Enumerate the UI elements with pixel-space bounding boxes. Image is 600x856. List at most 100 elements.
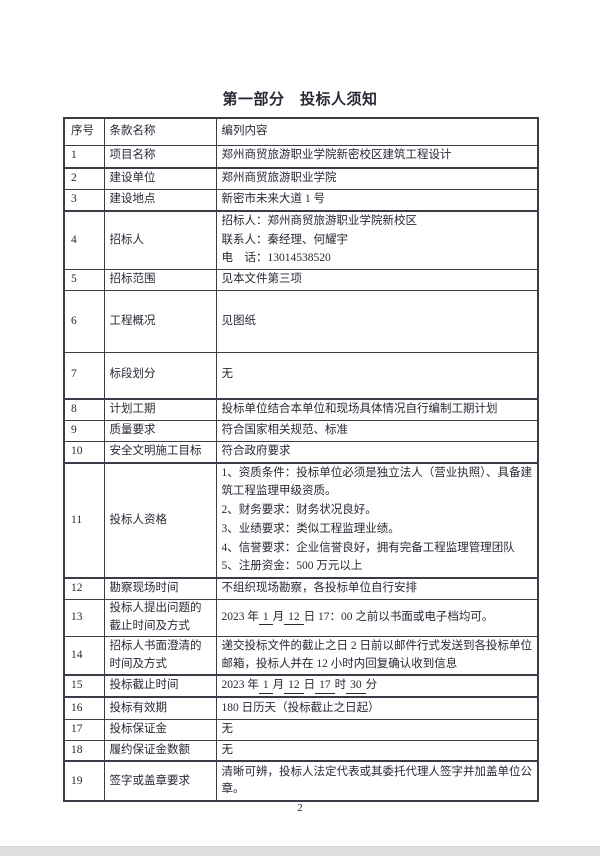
content-cell: 180 日历天（投标截止之日起） [215,696,539,720]
header-clause-name: 条款名称 [103,117,217,146]
content-line: 招标人：郑州商贸旅游职业学院新校区 [221,214,418,227]
row-number-cell: 17 [63,718,105,741]
table-row: 14 招标人书面澄清的时间及方式 递交投标文件的截止之日 2 日前以邮件行式发送到各… [63,635,539,677]
underlined-value: 1 [258,679,273,694]
row-number-cell: 14 [63,635,105,677]
content-line: 电 话：13014538520 [221,252,331,265]
content-line: 5、注册资金：500 万元以上 [221,560,363,573]
table-header: 序号 条款名称 编列内容 [63,117,539,146]
content-cell: 清晰可辨，投标人法定代表或其委托代理人签字并加盖单位公章。 [215,760,539,802]
content-cell: 无 [215,718,539,741]
content-line: 180 日历天（投标截止之日起） [221,701,380,714]
content-line: 联系人：秦经理、何耀宇 [221,233,349,246]
clause-name-cell: 投标有效期 [103,696,217,720]
clause-name-cell: 项目名称 [103,145,217,169]
table-header-row: 序号 条款名称 编列内容 [63,117,539,146]
table-row: 15 投标截止时间 2023 年 1 月 12 日 17 时 30 分 [63,674,539,699]
content-line: 2023 年 1 月 12 日 17：00 之前以书面或电子档均可。 [222,609,533,627]
row-number-cell: 15 [63,674,105,699]
content-line: 见本文件第三项 [221,273,303,286]
underlined-value: 17 [315,679,335,694]
table-row: 8 计划工期 投标单位结合本单位和现场具体情况自行编制工期计划 [63,398,539,422]
bidding-info-table: 序号 条款名称 编列内容 1 项目名称 郑州商贸旅游职业学院新密校区建筑工程设计 2 建… [63,117,539,803]
row-number-cell: 1 [63,145,105,169]
content-cell: 符合政府要求 [215,440,539,465]
content-line: 2023 年 1 月 12 日 17 时 30 分 [222,677,533,695]
table-row: 13 投标人提出问题的截止时间及方式 2023 年 1 月 12 日 17：00 之前以书面… [63,599,539,637]
content-cell: 新密市未来大道 1 号 [215,188,539,212]
table-row: 9 质量要求 符合国家相关规范、标准 [63,420,539,442]
underlined-value: 30 [346,679,366,694]
content-line: 1、资质条件：投标单位必须是独立法人（营业执照）、具备建筑工程监理甲级资质。 [221,467,533,498]
content-cell: 无 [215,352,539,400]
table-row: 10 安全文明施工目标 符合政府要求 [63,440,539,465]
content-cell: 郑州商贸旅游职业学院 [215,167,539,190]
clause-name-cell: 安全文明施工目标 [103,440,217,465]
content-cell: 不组织现场勘察，各投标单位自行安排 [215,577,539,601]
content-line: 符合政府要求 [221,445,291,458]
content-cell: 投标单位结合本单位和现场具体情况自行编制工期计划 [215,398,539,422]
row-number-cell: 8 [63,398,105,422]
clause-name-cell: 计划工期 [103,398,217,422]
table-row: 2 建设单位 郑州商贸旅游职业学院 [63,167,539,190]
row-number-cell: 13 [63,599,105,637]
content-line: 3、业绩要求：类似工程监理业绩。 [221,522,400,535]
content-line: 见图纸 [221,314,257,327]
content-cell: 招标人：郑州商贸旅游职业学院新校区 联系人：秦经理、何耀宇电 话：13014538… [215,210,539,271]
table-row: 6 工程概况 见图纸 [63,290,539,354]
clause-name-cell: 招标人书面澄清的时间及方式 [103,635,217,677]
table-row: 1 项目名称 郑州商贸旅游职业学院新密校区建筑工程设计 [63,145,539,169]
table-body: 1 项目名称 郑州商贸旅游职业学院新密校区建筑工程设计 2 建设单位 郑州商贸旅游职业学院… [63,145,539,802]
header-content: 编列内容 [215,117,539,146]
header-seq: 序号 [63,117,105,146]
document-page: 第一部分 投标人须知 序号 条款名称 编列内容 1 项目名称 郑州商贸旅游职业学院新… [0,92,600,856]
content-cell: 见本文件第三项 [215,269,539,292]
clause-name-cell: 建设地点 [103,188,217,212]
content-line: 无 [221,368,234,381]
page-edge-strip [0,846,600,856]
row-number-cell: 12 [63,577,105,601]
content-line: 郑州商贸旅游职业学院新密校区建筑工程设计 [221,149,452,162]
page-title: 第一部分 投标人须知 [222,92,378,108]
clause-name-cell: 建设单位 [103,167,217,190]
table-row: 16 投标有效期 180 日历天（投标截止之日起） [63,696,539,720]
content-line: 郑州商贸旅游职业学院 [221,171,337,184]
clause-name-cell: 招标范围 [103,269,217,292]
table-row: 17 投标保证金无 [63,718,539,741]
clause-name-cell: 标段划分 [103,352,217,400]
table-row: 7 标段划分无 [63,352,539,400]
table-row: 19 签字或盖章要求 清晰可辨，投标人法定代表或其委托代理人签字并加盖单位公章。 [63,760,539,802]
content-line: 投标单位结合本单位和现场具体情况自行编制工期计划 [221,402,498,415]
content-cell: 符合国家相关规范、标准 [215,420,539,442]
clause-name-cell: 投标人资格 [103,462,217,580]
content-line: 不组织现场勘察，各投标单位自行安排 [221,582,418,595]
clause-name-cell: 工程概况 [103,290,217,354]
content-line: 无 [221,722,234,735]
table-row: 12 勘察现场时间 不组织现场勘察，各投标单位自行安排 [63,577,539,601]
page-number: 2 [297,802,303,814]
content-cell: 无 [215,739,539,763]
clause-name-cell: 勘察现场时间 [103,577,217,601]
row-number-cell: 19 [63,760,105,802]
row-number-cell: 7 [63,352,105,400]
content-line: 符合国家相关规范、标准 [221,424,349,437]
content-cell: 2023 年 1 月 12 日 17：00 之前以书面或电子档均可。 [215,599,539,637]
content-line: 无 [221,743,234,756]
content-line: 2、财务要求：财务状况良好。 [221,504,377,516]
clause-name-cell: 质量要求 [103,420,217,442]
content-cell: 2023 年 1 月 12 日 17 时 30 分 [215,674,539,699]
row-number-cell: 16 [63,696,105,720]
table-row: 11 投标人资格 1、资质条件：投标单位必须是独立法人（营业执照）、具备建筑工程监理… [63,462,539,580]
row-number-cell: 11 [63,462,105,580]
row-number-cell: 6 [63,290,105,354]
row-number-cell: 10 [63,440,105,465]
content-line: 新密市未来大道 1 号 [221,193,326,205]
clause-name-cell: 投标截止时间 [103,674,217,699]
row-number-cell: 3 [63,188,105,212]
underlined-value: 12 [284,611,304,626]
content-line: 清晰可辨，投标人法定代表或其委托代理人签字并加盖单位公章。 [221,765,533,796]
underlined-value: 12 [284,679,304,694]
content-cell: 递交投标文件的截止之日 2 日前以邮件行式发送到各投标单位邮箱，投标人并在 12… [215,635,539,677]
underlined-value: 1 [258,611,273,626]
row-number-cell: 4 [63,210,105,271]
